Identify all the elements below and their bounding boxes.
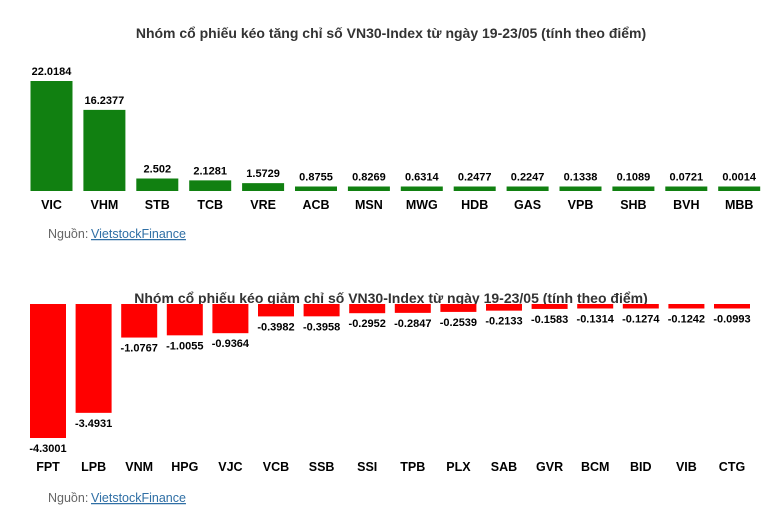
gainers-category-label-gas: GAS <box>514 198 541 212</box>
gainers-source-link[interactable]: VietstockFinance <box>91 227 186 241</box>
gainers-bar-shb <box>612 186 655 191</box>
losers-category-label-vib: VIB <box>676 460 697 474</box>
gainers-bar-mwg <box>400 186 443 191</box>
gainers-value-label-gas: 0.2247 <box>511 172 545 184</box>
gainers-category-label-vic: VIC <box>41 198 62 212</box>
losers-bar-ctg <box>714 304 750 309</box>
gainers-bar-msn <box>347 186 390 191</box>
gainers-category-label-acb: ACB <box>302 198 329 212</box>
losers-value-label-plx: -0.2539 <box>440 317 477 329</box>
losers-bar-bcm <box>577 304 614 309</box>
gainers-value-label-acb: 0.8755 <box>299 172 333 184</box>
losers-chart-title: Nhóm cổ phiếu kéo giảm chỉ số VN30-Index… <box>134 290 647 306</box>
gainers-value-label-vpb: 0.1338 <box>564 172 598 184</box>
gainers-bar-bvh <box>665 186 708 191</box>
losers-value-label-lpb: -3.4931 <box>75 418 112 430</box>
gainers-value-label-msn: 0.8269 <box>352 172 386 184</box>
gainers-category-label-hdb: HDB <box>461 198 488 212</box>
losers-bar-plx <box>440 304 477 312</box>
gainers-bar-vic <box>30 81 73 191</box>
losers-bar-ssi <box>349 304 386 314</box>
losers-bar-hpg <box>166 304 203 336</box>
gainers-value-label-mbb: 0.0014 <box>722 172 757 184</box>
gainers-category-label-shb: SHB <box>620 198 646 212</box>
gainers-bar-stb <box>136 178 179 191</box>
losers-value-label-vjc: -0.9364 <box>212 338 250 350</box>
gainers-value-label-hdb: 0.2477 <box>458 172 492 184</box>
losers-value-label-vcb: -0.3982 <box>257 321 294 333</box>
losers-category-label-tpb: TPB <box>400 460 425 474</box>
gainers-value-label-shb: 0.1089 <box>617 172 651 184</box>
gainers-bar-vpb <box>559 186 602 191</box>
gainers-category-label-bvh: BVH <box>673 198 699 212</box>
gainers-value-label-vre: 1.5729 <box>246 168 280 180</box>
gainers-value-label-vic: 22.0184 <box>32 66 73 78</box>
losers-category-label-bcm: BCM <box>581 460 609 474</box>
gainers-category-label-stb: STB <box>145 198 170 212</box>
losers-bar-gvr <box>531 304 568 309</box>
losers-value-label-fpt: -4.3001 <box>29 443 66 455</box>
gainers-bar-vhm <box>83 109 126 191</box>
losers-value-label-ssb: -0.3958 <box>303 321 340 333</box>
gainers-value-label-stb: 2.502 <box>144 164 172 176</box>
losers-category-label-bid: BID <box>630 460 652 474</box>
losers-bar-fpt <box>30 304 66 438</box>
gainers-bar-vre <box>242 183 285 191</box>
gainers-value-label-vhm: 16.2377 <box>85 95 125 107</box>
losers-category-label-sab: SAB <box>491 460 517 474</box>
losers-bar-ssb <box>303 304 340 317</box>
losers-bar-vcb <box>258 304 294 317</box>
gainers-value-label-bvh: 0.0721 <box>669 172 703 184</box>
losers-category-label-ssi: SSI <box>357 460 377 474</box>
losers-bar-sab <box>486 304 522 311</box>
gainers-category-label-mbb: MBB <box>725 198 753 212</box>
losers-category-label-ctg: CTG <box>719 460 745 474</box>
losers-category-label-vcb: VCB <box>263 460 289 474</box>
losers-category-label-vnm: VNM <box>125 460 153 474</box>
gainers-source-prefix: Nguồn: <box>48 227 88 241</box>
losers-value-label-bid: -0.1274 <box>622 314 660 326</box>
losers-value-label-tpb: -0.2847 <box>394 318 431 330</box>
losers-bar-bid <box>622 304 659 309</box>
losers-bar-lpb <box>75 304 112 413</box>
gainers-bar-tcb <box>189 180 232 191</box>
gainers-category-label-mwg: MWG <box>406 198 438 212</box>
losers-category-label-gvr: GVR <box>536 460 563 474</box>
losers-bar-tpb <box>394 304 431 313</box>
losers-category-label-fpt: FPT <box>36 460 60 474</box>
losers-bar-vib <box>668 304 705 309</box>
losers-category-label-hpg: HPG <box>171 460 198 474</box>
gainers-category-label-vre: VRE <box>250 198 276 212</box>
losers-value-label-ctg: -0.0993 <box>713 314 750 326</box>
gainers-bar-hdb <box>453 186 496 191</box>
gainers-category-label-msn: MSN <box>355 198 383 212</box>
losers-value-label-bcm: -0.1314 <box>577 314 615 326</box>
gainers-value-label-tcb: 2.1281 <box>193 165 227 177</box>
losers-value-label-gvr: -0.1583 <box>531 314 568 326</box>
gainers-category-label-tcb: TCB <box>197 198 223 212</box>
losers-value-label-ssi: -0.2952 <box>349 318 386 330</box>
losers-value-label-vib: -0.1242 <box>668 314 705 326</box>
losers-source-prefix: Nguồn: <box>48 491 88 505</box>
gainers-chart-title: Nhóm cổ phiếu kéo tăng chỉ số VN30-Index… <box>136 25 646 41</box>
losers-value-label-sab: -0.2133 <box>485 316 522 328</box>
losers-category-label-plx: PLX <box>446 460 471 474</box>
gainers-bar-acb <box>295 186 337 191</box>
losers-category-label-lpb: LPB <box>81 460 106 474</box>
losers-source-link[interactable]: VietstockFinance <box>91 491 186 505</box>
losers-category-label-vjc: VJC <box>218 460 242 474</box>
losers-bar-vnm <box>121 304 158 338</box>
losers-bar-vjc <box>212 304 249 334</box>
gainers-bar-mbb <box>718 186 761 191</box>
gainers-category-label-vpb: VPB <box>568 198 594 212</box>
losers-category-label-ssb: SSB <box>309 460 335 474</box>
gainers-bar-gas <box>506 186 549 191</box>
losers-value-label-hpg: -1.0055 <box>166 340 203 352</box>
losers-value-label-vnm: -1.0767 <box>121 343 158 355</box>
gainers-category-label-vhm: VHM <box>91 198 119 212</box>
gainers-value-label-mwg: 0.6314 <box>405 172 440 184</box>
